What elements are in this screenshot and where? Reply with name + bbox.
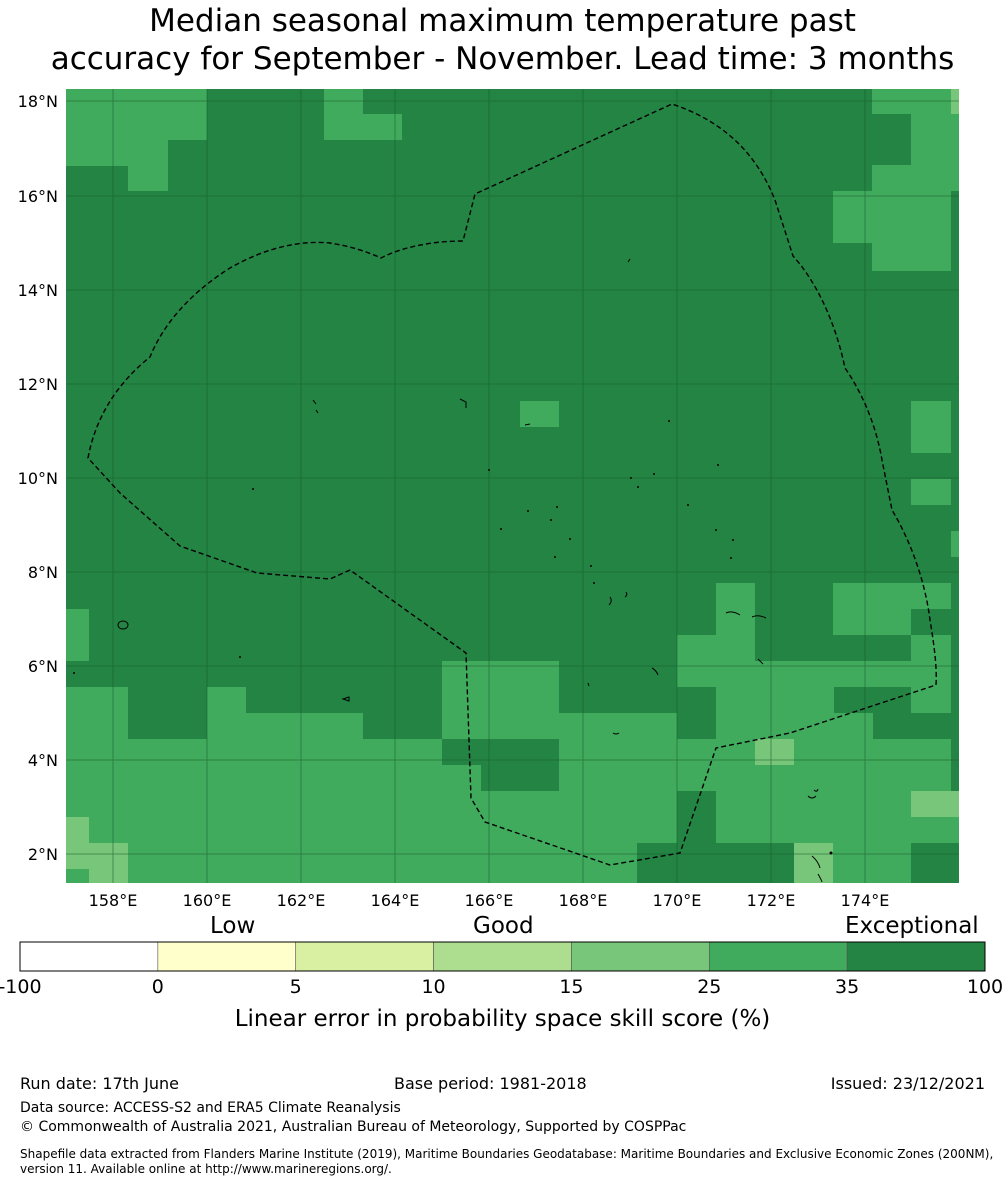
island-shape [459,398,467,408]
island-shape [757,658,764,665]
island-shape [608,591,628,606]
lat-label: 8°N [28,563,58,582]
colorbar-tick-label: 0 [151,976,164,998]
colorbar-tick-label: 15 [559,976,584,998]
lon-label: 174°E [841,891,890,910]
colorbar-category-exceptional: Exceptional [845,913,979,939]
lon-label: 164°E [371,891,420,910]
title-line-1: Median seasonal maximum temperature past [149,3,856,39]
base-period: Base period: 1981-2018 [394,1074,587,1093]
data-source: Data source: ACCESS-S2 and ERA5 Climate … [20,1100,401,1116]
colorbar-tick-label: 10 [421,976,446,998]
colorbar-tick-label: 25 [697,976,722,998]
copyright: © Commonwealth of Australia 2021, Austra… [20,1119,687,1135]
lon-label: 166°E [465,891,514,910]
island-shape [651,667,659,676]
island-shape [807,788,819,799]
skill-map: 18°N 16°N 14°N 12°N 10°N 8°N 6°N 4°N 2°N… [18,89,959,910]
graticule [66,89,959,883]
skill-cells-15-25 [66,89,959,883]
lat-label: 2°N [28,845,58,864]
colorbar-category-good: Good [473,913,534,939]
lon-label: 160°E [183,891,232,910]
island-shape [811,855,823,883]
colorbar-tick-label: 35 [835,976,860,998]
longitude-labels: 158°E 160°E 162°E 164°E 166°E 168°E 170°… [89,891,890,910]
colorbar-swatch [846,941,986,972]
islands [117,258,823,883]
lat-label: 6°N [28,657,58,676]
lat-label: 10°N [18,469,58,488]
colorbar-tick-label: -100 [0,976,42,998]
skill-cells-35-100 [128,687,959,869]
issued-date: Issued: 23/12/2021 [830,1074,985,1093]
run-date: Run date: 17th June [20,1074,180,1093]
lat-label: 4°N [28,751,58,770]
colorbar-tick-label: 100 [966,976,1004,998]
colorbar-swatch [295,941,434,972]
eez-boundary [87,103,937,866]
island-shape [627,258,631,263]
island-shape [725,611,767,619]
island-shape [587,682,590,687]
lat-label: 18°N [18,92,58,111]
map-title: Median seasonal maximum temperature past… [0,2,1005,78]
shapefile-credit: Shapefile data extracted from Flanders M… [20,1147,994,1176]
colorbar-swatch [157,941,297,972]
island-shape [524,423,531,426]
island-shape [341,696,350,702]
colorbar-category-low: Low [210,913,256,939]
lon-label: 158°E [89,891,138,910]
colorbar-swatch [571,941,710,972]
lon-label: 172°E [747,891,796,910]
latitude-labels: 18°N 16°N 14°N 12°N 10°N 8°N 6°N 4°N 2°N [18,92,58,864]
islet-dots [73,420,833,855]
island-shape [117,620,129,630]
colorbar-label: Linear error in probability space skill … [234,1006,771,1032]
island-shape [312,399,319,414]
lat-label: 16°N [18,187,58,206]
colorbar-swatch [433,941,572,972]
lat-label: 14°N [18,281,58,300]
lon-label: 170°E [653,891,702,910]
lon-label: 162°E [277,891,326,910]
title-line-2: accuracy for September - November. Lead … [50,41,955,77]
island-shape [612,732,620,735]
colorbar-tick-label: 5 [289,976,302,998]
colorbar-swatch [708,941,848,972]
lat-label: 12°N [18,375,58,394]
colorbar [19,941,986,972]
colorbar-swatch [19,941,159,972]
lon-label: 168°E [559,891,608,910]
